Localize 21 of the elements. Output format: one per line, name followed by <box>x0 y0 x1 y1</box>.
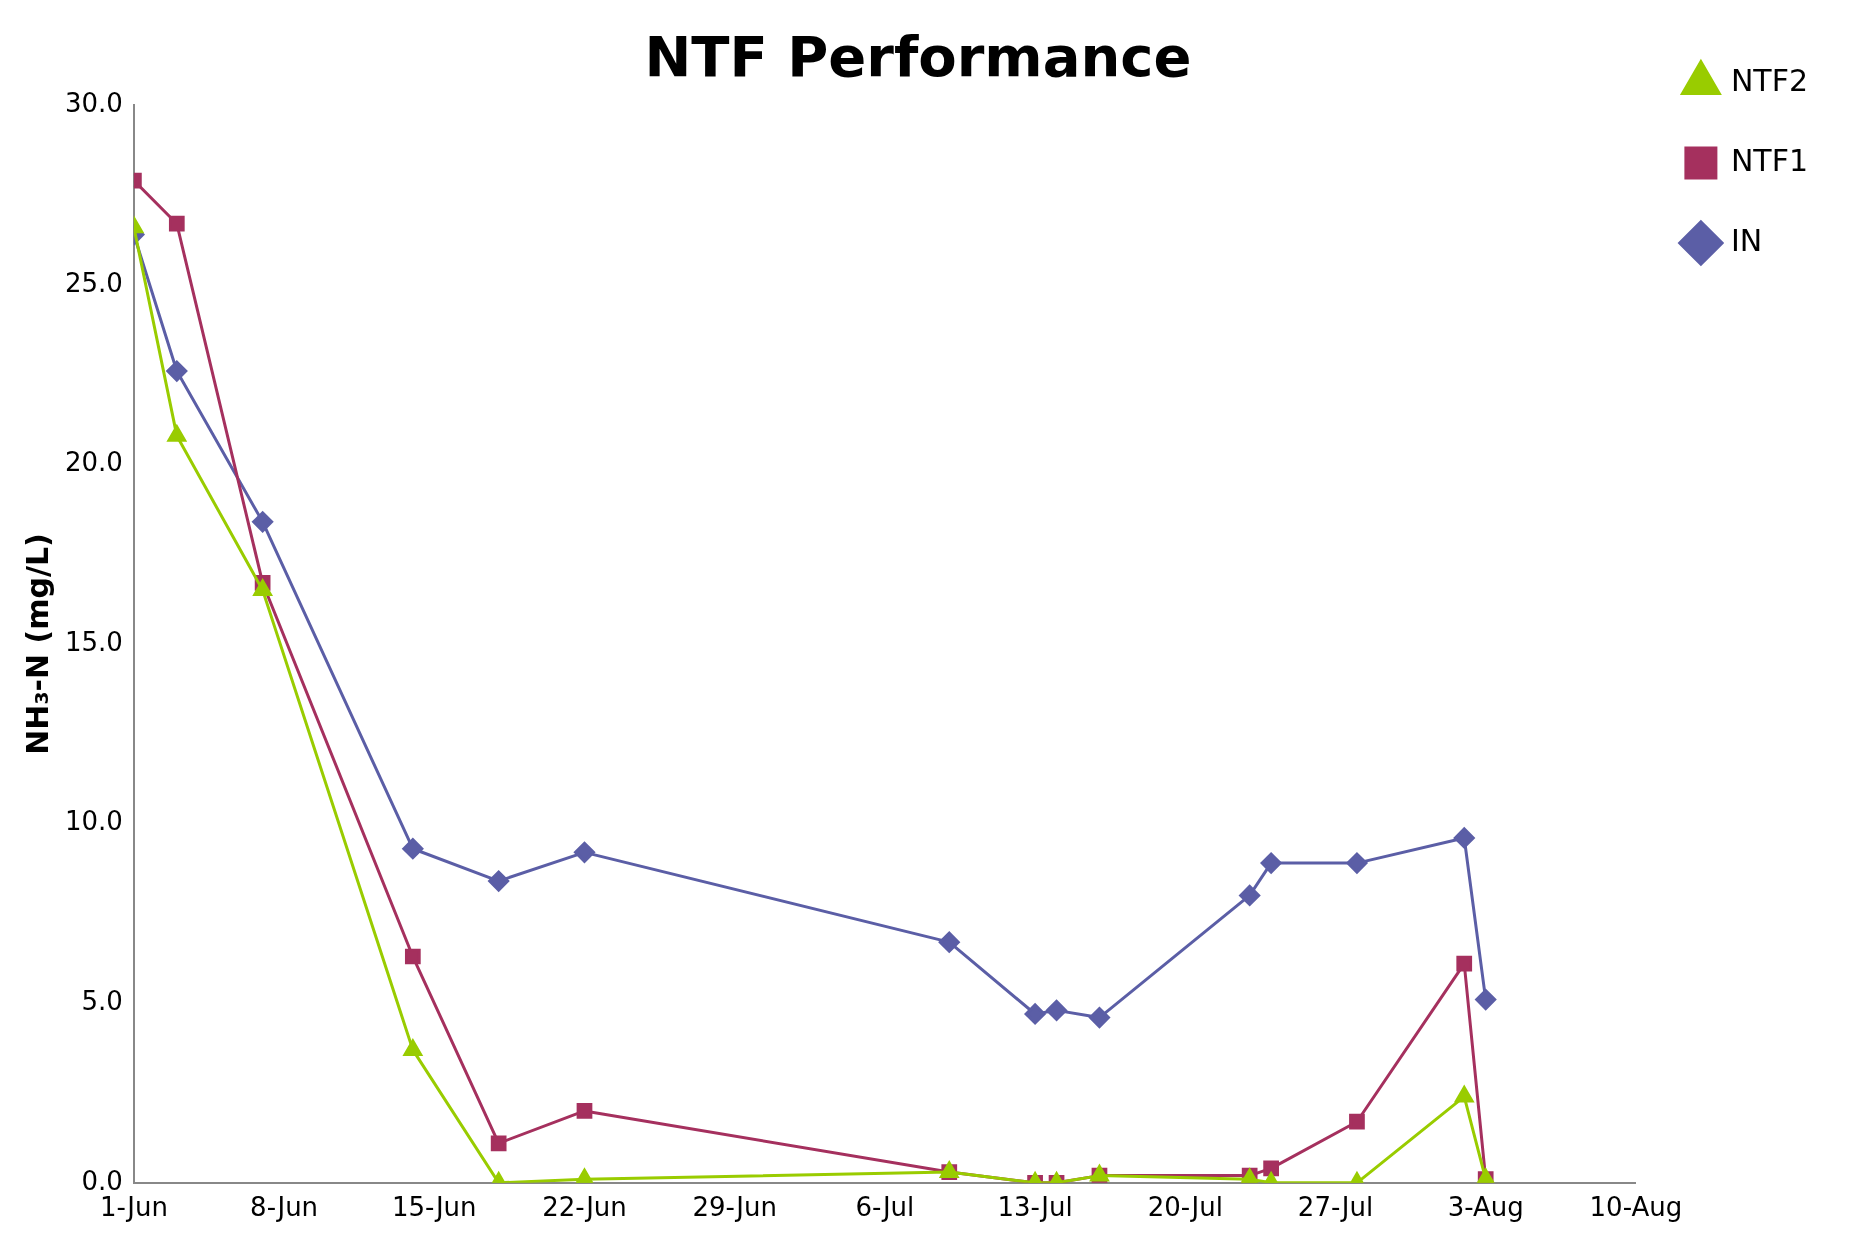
x-tick-label: 20-Jul <box>1147 1192 1223 1223</box>
legend-label: IN <box>1730 222 1763 258</box>
x-tick-label: 8-Jun <box>250 1192 319 1223</box>
legend-label: NTF1 <box>1730 142 1808 178</box>
x-tick-label: 10-Aug <box>1589 1192 1683 1223</box>
y-tick-label: 10.0 <box>65 806 123 837</box>
y-tick-label: 5.0 <box>81 985 123 1016</box>
x-tick-label: 27-Jul <box>1297 1192 1374 1223</box>
chart-title: NTF Performance <box>644 24 1192 90</box>
y-tick-label: 25.0 <box>65 267 123 298</box>
x-tick-label: 13-Jul <box>997 1192 1073 1223</box>
y-tick-label: 20.0 <box>65 447 123 478</box>
x-tick-label: 29-Jun <box>692 1192 777 1223</box>
y-tick-label: 15.0 <box>65 626 123 657</box>
y-tick-label: 30.0 <box>65 87 123 118</box>
x-tick-label: 22-Jun <box>542 1192 627 1223</box>
x-tick-label: 15-Jun <box>392 1192 477 1223</box>
x-tick-label: 3-Aug <box>1447 1192 1524 1223</box>
x-tick-label: 6-Jul <box>855 1192 915 1223</box>
legend-label: NTF2 <box>1730 62 1808 98</box>
y-axis-title: NH₃-N (mg/L) <box>19 533 55 755</box>
